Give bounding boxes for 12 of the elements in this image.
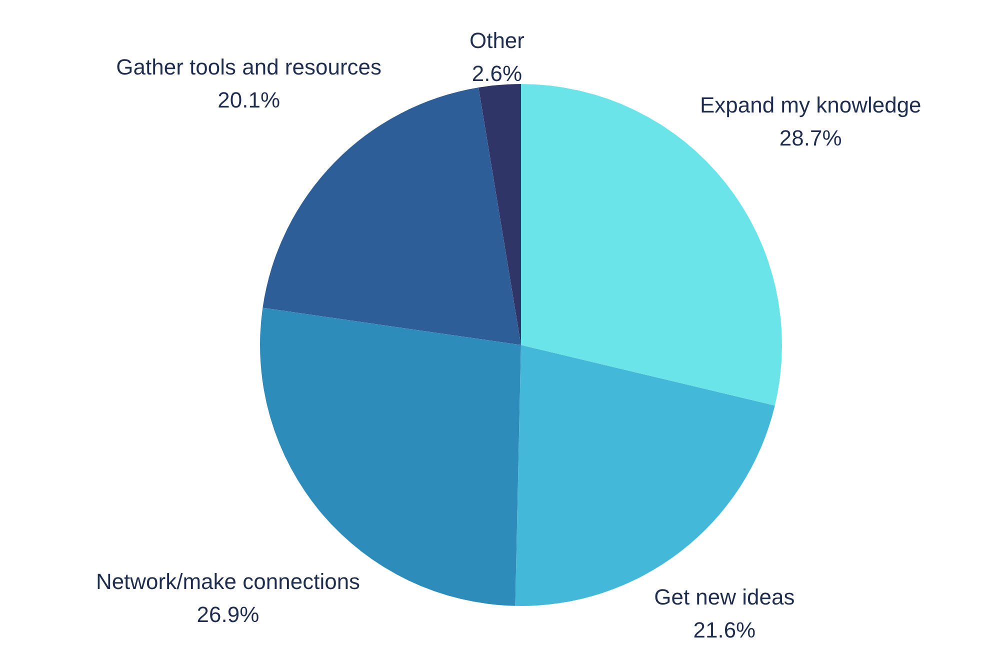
slice-label: Network/make connections: [96, 569, 360, 594]
data-label: 28.7%: [779, 125, 842, 150]
pie-slice: [478, 84, 521, 345]
slice-label: Other: [469, 28, 525, 53]
data-label: 20.1%: [218, 87, 280, 112]
slice-label: Gather tools and resources: [116, 54, 382, 80]
data-label: 21.6%: [693, 618, 756, 643]
data-label: 26.9%: [196, 602, 260, 628]
slice-label: Expand my knowledge: [700, 92, 922, 118]
slice-label: Get new ideas: [654, 584, 795, 610]
pie-slice: [521, 84, 782, 406]
data-label: 2.6%: [472, 60, 522, 86]
